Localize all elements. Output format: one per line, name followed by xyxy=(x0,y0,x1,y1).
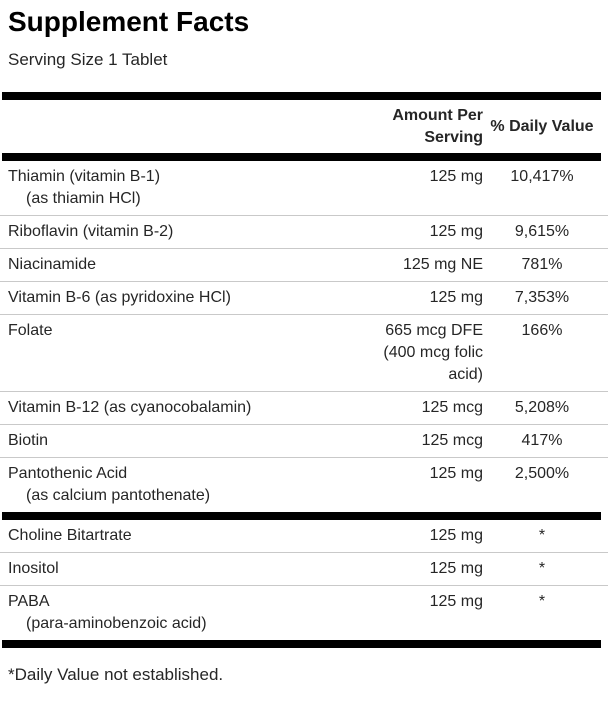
serving-size: Serving Size 1 Tablet xyxy=(8,50,168,69)
table-header-row: Amount Per Serving % Daily Value xyxy=(0,100,608,153)
nutrient-name: Vitamin B-6 (as pyridoxine HCl) xyxy=(8,289,231,306)
divider-thick-top xyxy=(2,92,601,100)
nutrient-row: Choline Bitartrate 125 mg * xyxy=(0,520,608,552)
nutrient-row: PABA (para-aminobenzoic acid) 125 mg * xyxy=(0,585,608,640)
nutrient-amount-cell: 125 mcg xyxy=(298,430,483,452)
nutrient-name-cell: Vitamin B-12 (as cyanocobalamin) xyxy=(2,397,298,419)
nutrient-name-cell: Niacinamide xyxy=(2,254,298,276)
column-header-daily-value: % Daily Value xyxy=(490,118,594,135)
nutrient-amount: 125 mg NE xyxy=(402,256,483,273)
nutrient-amount: 125 mg xyxy=(429,527,483,544)
nutrient-name-cell: Thiamin (vitamin B-1) (as thiamin HCl) xyxy=(2,166,298,210)
nutrient-amount: 125 mg xyxy=(429,223,483,240)
nutrient-amount-cell: 125 mg xyxy=(298,166,483,210)
panel-title: Supplement Facts xyxy=(8,6,250,37)
nutrient-daily-value: 5,208% xyxy=(514,399,570,416)
nutrient-rows-secondary: Choline Bitartrate 125 mg * Inositol 125… xyxy=(0,520,608,640)
nutrient-amount-cell: 665 mcg DFE (400 mcg folic acid) xyxy=(298,320,483,386)
column-header-amount: Amount Per Serving xyxy=(392,107,483,146)
nutrient-rows-main: Thiamin (vitamin B-1) (as thiamin HCl) 1… xyxy=(0,161,608,512)
nutrient-amount-cell: 125 mg xyxy=(298,287,483,309)
nutrient-amount-cell: 125 mg xyxy=(298,558,483,580)
divider-thick-bottom xyxy=(2,640,601,648)
nutrient-amount: 125 mcg xyxy=(421,399,483,416)
nutrient-name-cell: Inositol xyxy=(2,558,298,580)
nutrient-row: Pantothenic Acid (as calcium pantothenat… xyxy=(0,457,608,512)
nutrient-name: Vitamin B-12 (as cyanocobalamin) xyxy=(8,399,252,416)
nutrient-amount: 125 mcg xyxy=(421,432,483,449)
nutrient-row: Riboflavin (vitamin B-2) 125 mg 9,615% xyxy=(0,215,608,248)
nutrient-daily-value: 166% xyxy=(521,322,563,339)
nutrient-daily-value: 9,615% xyxy=(514,223,570,240)
nutrient-name: Riboflavin (vitamin B-2) xyxy=(8,223,174,240)
nutrient-row: Thiamin (vitamin B-1) (as thiamin HCl) 1… xyxy=(0,161,608,215)
nutrient-amount-cell: 125 mg xyxy=(298,463,483,507)
nutrient-name: Inositol xyxy=(8,560,59,577)
nutrient-daily-value: 10,417% xyxy=(510,168,574,185)
nutrient-name: Folate xyxy=(8,322,53,339)
nutrient-name-cell: Biotin xyxy=(2,430,298,452)
nutrient-amount-cell: 125 mg xyxy=(298,591,483,635)
nutrient-amount: 125 mg xyxy=(429,465,483,482)
nutrient-name: Niacinamide xyxy=(8,256,97,273)
nutrient-name-cell: Folate xyxy=(2,320,298,386)
nutrient-row: Biotin 125 mcg 417% xyxy=(0,424,608,457)
nutrient-row: Niacinamide 125 mg NE 781% xyxy=(0,248,608,281)
nutrient-amount-cell: 125 mg NE xyxy=(298,254,483,276)
daily-value-footnote: *Daily Value not established. xyxy=(8,665,224,684)
nutrient-name-cell: Choline Bitartrate xyxy=(2,525,298,547)
divider-thick-middle xyxy=(2,512,601,520)
nutrient-daily-value: * xyxy=(538,527,546,544)
nutrient-name-cell: Riboflavin (vitamin B-2) xyxy=(2,221,298,243)
nutrient-amount: 125 mg xyxy=(429,168,483,185)
nutrient-amount: 125 mg xyxy=(429,593,483,610)
nutrient-name-cell: Pantothenic Acid (as calcium pantothenat… xyxy=(2,463,298,507)
nutrient-row: Inositol 125 mg * xyxy=(0,552,608,585)
nutrient-daily-value: 7,353% xyxy=(514,289,570,306)
nutrient-amount: 665 mcg DFE (400 mcg folic acid) xyxy=(383,322,483,383)
nutrient-name: PABA xyxy=(8,593,50,610)
divider-thick-header xyxy=(2,153,601,161)
nutrient-source: (as calcium pantothenate) xyxy=(26,487,211,504)
nutrient-amount-cell: 125 mg xyxy=(298,525,483,547)
nutrient-amount: 125 mg xyxy=(429,560,483,577)
column-header-amount-cell: Amount Per Serving xyxy=(298,105,483,149)
nutrient-name: Choline Bitartrate xyxy=(8,527,132,544)
nutrient-daily-value: * xyxy=(538,593,546,610)
nutrient-daily-value: 417% xyxy=(521,432,563,449)
nutrient-row: Folate 665 mcg DFE (400 mcg folic acid) … xyxy=(0,314,608,391)
supplement-facts-panel: Supplement Facts Serving Size 1 Tablet A… xyxy=(0,6,608,685)
nutrient-amount-cell: 125 mg xyxy=(298,221,483,243)
nutrient-name: Thiamin (vitamin B-1) xyxy=(8,168,161,185)
nutrient-daily-value: 781% xyxy=(521,256,563,273)
nutrient-amount-cell: 125 mcg xyxy=(298,397,483,419)
nutrient-daily-value: * xyxy=(538,560,546,577)
nutrient-source: (para-aminobenzoic acid) xyxy=(26,615,207,632)
nutrient-row: Vitamin B-12 (as cyanocobalamin) 125 mcg… xyxy=(0,391,608,424)
nutrient-name-cell: PABA (para-aminobenzoic acid) xyxy=(2,591,298,635)
nutrient-source: (as thiamin HCl) xyxy=(26,190,141,207)
nutrient-name: Pantothenic Acid xyxy=(8,465,128,482)
nutrient-name-cell: Vitamin B-6 (as pyridoxine HCl) xyxy=(2,287,298,309)
nutrient-name: Biotin xyxy=(8,432,49,449)
nutrient-row: Vitamin B-6 (as pyridoxine HCl) 125 mg 7… xyxy=(0,281,608,314)
nutrient-amount: 125 mg xyxy=(429,289,483,306)
nutrient-daily-value: 2,500% xyxy=(514,465,570,482)
